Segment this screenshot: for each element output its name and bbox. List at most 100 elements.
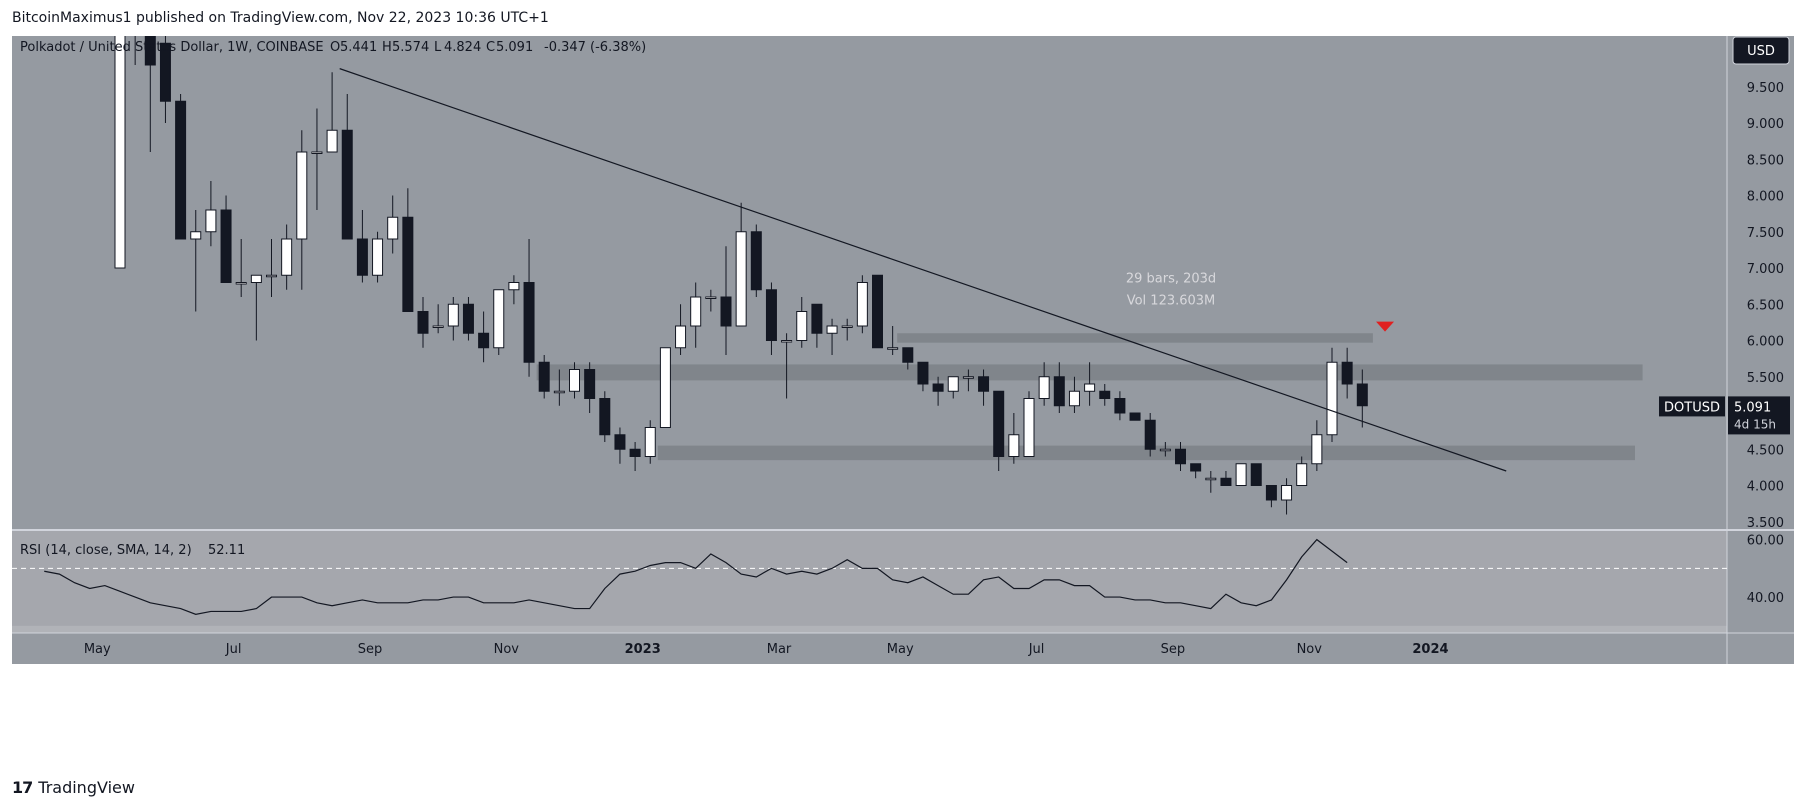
currency-button[interactable]: USD <box>1732 36 1790 65</box>
candle-body <box>432 325 444 328</box>
candle-body <box>841 325 853 328</box>
candle-body <box>296 151 308 240</box>
descending-trendline[interactable] <box>339 68 1507 472</box>
candle-body <box>1114 398 1126 414</box>
candle-body <box>1205 477 1217 481</box>
price-tick-label: 4.000 <box>1747 480 1784 495</box>
candle-body <box>1265 485 1277 501</box>
ticker-label-box <box>1659 396 1725 417</box>
candle-body <box>690 296 702 327</box>
zone-1 <box>657 445 1635 461</box>
time-axis-ticks: May Jul Sep Nov 2023 Mar May Jul Sep Nov 2024 <box>84 642 1449 657</box>
currency-button-label[interactable]: USD <box>1747 44 1775 59</box>
time-tick-label: Jul <box>1028 642 1045 657</box>
price-tick-label: 4.500 <box>1747 443 1784 458</box>
candle-body <box>1326 361 1338 436</box>
candle-body <box>932 383 944 392</box>
ohlc-low-value: 4.824 <box>444 40 481 55</box>
candle-body <box>1220 477 1232 486</box>
time-tick-label: Mar <box>767 642 792 657</box>
time-tick-label: 2023 <box>625 642 661 657</box>
price-tick-label: 9.000 <box>1747 117 1784 132</box>
price-tick-label: 6.000 <box>1747 335 1784 350</box>
time-tick-label: May <box>887 642 914 657</box>
candle-body <box>1190 463 1202 472</box>
ohlc-low-key: L <box>434 40 442 55</box>
price-tick-label: 7.000 <box>1747 262 1784 277</box>
tradingview-brand: TradingView <box>38 778 135 797</box>
candle-body <box>1341 361 1353 385</box>
candle-body <box>372 238 384 276</box>
measure-bars-label: 29 bars, 203d <box>1126 272 1216 287</box>
candle-body <box>447 303 459 327</box>
rsi-title: RSI (14, close, SMA, 14, 2) <box>20 543 192 558</box>
candle-body <box>781 340 793 343</box>
rsi-axis-ticks: 60.00 40.00 <box>1747 534 1784 606</box>
ohlc-close-key: C <box>486 40 495 55</box>
candle-body <box>826 325 838 334</box>
price-tick-label: 8.500 <box>1747 153 1784 168</box>
ohlc-close-value: 5.091 <box>496 40 533 55</box>
candle-body <box>1281 485 1293 501</box>
candle-body <box>220 209 232 283</box>
candle-body <box>341 129 353 240</box>
candle-body <box>175 100 187 240</box>
last-price-label: 5.091 <box>1734 400 1771 415</box>
candle-body <box>750 231 762 291</box>
candle-body <box>1250 463 1262 486</box>
candle-body <box>856 282 868 327</box>
candle-body <box>978 376 990 392</box>
rsi-tick-label: 40.00 <box>1747 591 1784 606</box>
tradingview-footer: 17 TradingView <box>12 778 135 797</box>
candle-body <box>1311 434 1323 465</box>
candle-body <box>1068 390 1080 407</box>
price-tick-label: 7.500 <box>1747 226 1784 241</box>
candle-body <box>962 376 974 379</box>
candle-body <box>326 129 338 153</box>
rsi-line <box>44 538 1348 615</box>
ohlc-high-value: 5.574 <box>392 40 429 55</box>
tradingview-logo-icon: 17 <box>12 778 33 797</box>
candle-body <box>705 296 717 299</box>
candle-body <box>478 332 490 349</box>
last-price-box <box>1728 396 1790 435</box>
time-tick-label: Sep <box>358 642 383 657</box>
price-axis-background <box>1727 36 1794 664</box>
ohlc-open-key: O <box>330 40 340 55</box>
candle-body <box>1356 383 1368 407</box>
candle-body <box>159 42 171 102</box>
time-tick-label: Nov <box>494 642 520 657</box>
price-tag: DOTUSD 5.091 4d 15h <box>1659 396 1790 435</box>
ohlc-readout: O 5.441 H 5.574 L 4.824 C 5.091 -0.347 (… <box>330 40 646 55</box>
rsi-band-background <box>12 531 1727 626</box>
candle-body <box>644 427 656 457</box>
rsi-value: 52.11 <box>208 543 245 558</box>
time-tick-label: Sep <box>1161 642 1186 657</box>
chart-container[interactable]: 29 bars, 203d Vol 123.603M 9.500 9.000 8.5… <box>12 0 1794 764</box>
candle-body <box>947 376 959 392</box>
candle-body <box>1296 463 1308 486</box>
time-tick-label: 2024 <box>1412 642 1448 657</box>
candle-body <box>1235 463 1247 486</box>
currency-button-box[interactable] <box>1732 36 1790 65</box>
rsi-tick-label: 60.00 <box>1747 534 1784 549</box>
candle-body <box>765 289 777 341</box>
time-tick-label: Nov <box>1297 642 1323 657</box>
candle-body <box>462 303 474 334</box>
candle-body <box>1053 376 1065 407</box>
candle-body <box>659 347 671 428</box>
candle-body <box>538 361 550 392</box>
price-chart-svg[interactable]: 29 bars, 203d Vol 123.603M 9.500 9.000 8.5… <box>12 0 1794 764</box>
ohlc-change-value: -0.347 (-6.38%) <box>544 40 646 55</box>
candle-body <box>811 303 823 334</box>
candle-body <box>993 390 1005 457</box>
candle-body <box>1175 448 1186 465</box>
candle-body <box>614 434 626 450</box>
candle-body <box>508 282 520 291</box>
price-tick-label: 8.000 <box>1747 190 1784 205</box>
candle-body <box>553 390 565 394</box>
candles-group <box>114 0 1368 515</box>
candle-body <box>887 347 899 350</box>
candle-body <box>523 282 535 363</box>
candle-body <box>235 282 247 285</box>
